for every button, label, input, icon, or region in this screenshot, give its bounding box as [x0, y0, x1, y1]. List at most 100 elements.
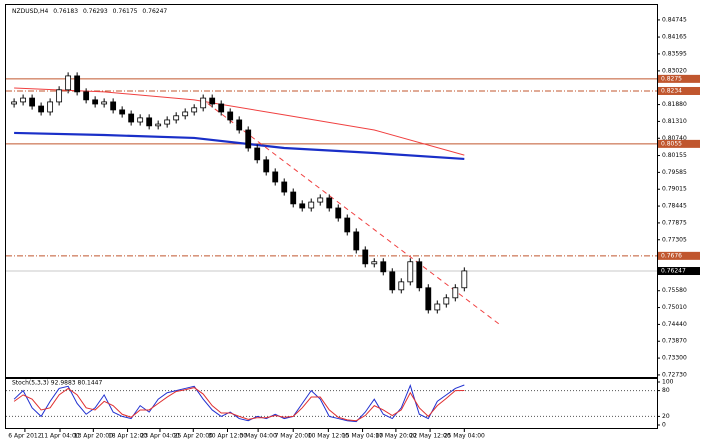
x-tick-label: 15 May 04:00	[342, 433, 383, 440]
y-tick-label: 0.84165	[662, 34, 687, 41]
x-tick-label: 23 Apr 04:00	[140, 433, 179, 440]
x-tick-label: 25 Apr 20:00	[174, 433, 213, 440]
osc-y-tick-label: 0	[662, 422, 666, 429]
level-label: 0.8275	[661, 75, 682, 82]
candle-body	[425, 287, 432, 311]
candle-body	[38, 105, 45, 113]
x-tick-label: 18 Apr 12:00	[108, 433, 147, 440]
y-tick-label: 0.84745	[662, 16, 687, 23]
y-tick-label: 0.77875	[662, 219, 687, 226]
candle-body	[137, 117, 144, 123]
candle-body	[92, 99, 99, 105]
candle-body	[74, 75, 81, 93]
candle-body	[416, 261, 423, 289]
candle-body	[128, 113, 135, 123]
candle-body	[155, 123, 162, 127]
y-tick-label: 0.72730	[662, 371, 687, 378]
oscillator-title: Stoch(5,3,3) 92.9883 80.1447	[12, 380, 103, 387]
candle-body	[245, 129, 252, 149]
osc-line	[13, 383, 465, 423]
candle-body	[164, 119, 171, 125]
osc-y-tick-label: 100	[662, 379, 674, 386]
y-tick-label: 0.83020	[662, 67, 687, 74]
level-label: 0.8234	[661, 87, 682, 94]
oscillator-frame	[5, 378, 658, 429]
candle-body	[11, 101, 18, 105]
candle-body	[236, 119, 243, 131]
candle-body	[326, 197, 333, 209]
x-tick-label: 7 May 20:00	[275, 433, 313, 440]
y-tick-label: 0.79585	[662, 169, 687, 176]
level-label-box	[658, 251, 700, 260]
y-tick-label: 0.81310	[662, 118, 687, 125]
candle-body	[65, 75, 72, 91]
candle-body	[263, 159, 270, 173]
y-tick-label: 0.83595	[662, 50, 687, 57]
x-tick-label: 25 May 04:00	[444, 433, 485, 440]
y-tick-label: 0.77305	[662, 236, 687, 243]
level-label-box	[658, 139, 700, 148]
candle-body	[290, 191, 297, 205]
indicator-line	[14, 131, 465, 161]
candle-body	[218, 103, 225, 113]
candle-body	[308, 201, 315, 209]
open-value: 0.76183	[53, 8, 78, 15]
candle-body	[200, 97, 207, 109]
x-tick-label: 10 May 12:00	[308, 433, 349, 440]
candle-body	[29, 97, 36, 107]
header: NZDUSD,H4 0.76183 0.76293 0.76175 0.7624…	[12, 8, 167, 15]
candle-body	[299, 203, 306, 209]
candle-body	[83, 91, 90, 101]
candle-body	[353, 231, 360, 251]
x-tick-label: 30 Apr 12:00	[208, 433, 247, 440]
level-label-box	[658, 74, 700, 83]
candle-body	[20, 97, 27, 103]
x-tick-label: 11 Apr 04:00	[40, 433, 79, 440]
symbol: NZDUSD,H4	[12, 8, 48, 15]
osc-line	[13, 387, 465, 422]
candle-body	[389, 271, 396, 291]
osc-y-tick-label: 80	[662, 387, 670, 394]
candle-body	[173, 115, 180, 121]
candle-body	[335, 207, 342, 219]
candle-body	[407, 261, 414, 283]
y-tick-label: 0.81880	[662, 101, 687, 108]
candle-body	[380, 261, 387, 273]
level-label: 0.7676	[661, 252, 682, 259]
candle-body	[47, 101, 54, 113]
high-value: 0.76293	[83, 8, 108, 15]
osc-y-tick-label: 20	[662, 413, 670, 420]
y-tick-label: 0.73870	[662, 338, 687, 345]
candle-body	[182, 111, 189, 117]
level-label: 0.8055	[661, 140, 682, 147]
x-tick-label: 17 May 20:00	[375, 433, 416, 440]
level-label: 0.76247	[661, 268, 686, 275]
y-tick-label: 0.80740	[662, 135, 687, 142]
x-tick-label: 22 May 12:00	[410, 433, 451, 440]
candle-body	[371, 261, 378, 265]
level-label-box	[658, 267, 700, 276]
candle-body	[344, 217, 351, 233]
main-frame	[5, 4, 658, 378]
y-tick-label: 0.75010	[662, 304, 687, 311]
y-tick-label: 0.73300	[662, 355, 687, 362]
candle-body	[101, 101, 108, 105]
candle-body	[434, 303, 441, 311]
candle-body	[452, 287, 459, 299]
candle-body	[362, 249, 369, 265]
low-value: 0.76175	[113, 8, 138, 15]
y-tick-label: 0.74440	[662, 321, 687, 328]
level-label-box	[658, 86, 700, 95]
candle-body	[317, 197, 324, 203]
y-tick-label: 0.79015	[662, 186, 687, 193]
candle-body	[191, 107, 198, 113]
candle-body	[281, 181, 288, 193]
candle-body	[272, 171, 279, 183]
close-value: 0.76247	[142, 8, 167, 15]
candle-body	[227, 111, 234, 121]
y-tick-label: 0.78445	[662, 203, 687, 210]
y-tick-label: 0.75580	[662, 287, 687, 294]
candle-body	[56, 89, 63, 103]
indicator-line	[14, 87, 465, 156]
